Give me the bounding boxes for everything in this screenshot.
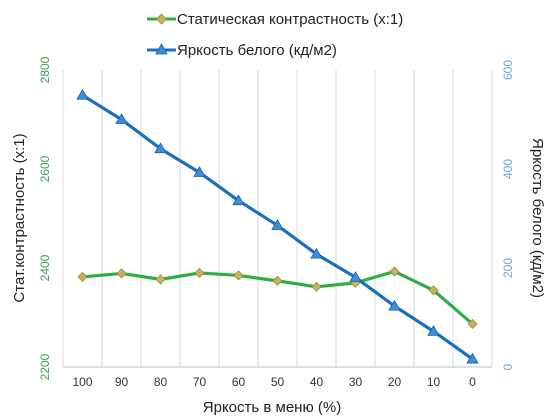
x-tick-label: 60 [232, 375, 246, 389]
data-point [388, 299, 401, 311]
series-layer [76, 88, 479, 364]
data-point [428, 285, 439, 296]
legend-item-contrast: Статическая контрастность (х:1) [147, 11, 403, 28]
left-tick-label: 2200 [38, 353, 52, 380]
data-point [271, 219, 284, 230]
gridlines [62, 70, 493, 367]
data-point [232, 194, 245, 206]
data-point [155, 274, 166, 285]
x-tick-label: 80 [154, 375, 168, 389]
left-tick-label: 2400 [38, 254, 52, 281]
data-point [311, 281, 322, 292]
x-tick-label: 70 [193, 375, 207, 389]
x-axis-title: Яркость в меню (%) [203, 399, 341, 416]
left-tick-label: 2800 [38, 56, 52, 83]
right-tick-label: 400 [501, 159, 515, 179]
right-tick-label: 200 [501, 258, 515, 278]
legend-label-brightness: Яркость белого (кд/м2) [177, 42, 337, 59]
data-point [467, 318, 478, 330]
data-point [233, 270, 244, 281]
right-tick-label: 600 [501, 60, 515, 80]
data-point [194, 267, 205, 279]
data-point [193, 166, 206, 177]
data-point [116, 268, 127, 279]
x-tick-label: 0 [469, 375, 476, 389]
legend-label-contrast: Статическая контрастность (х:1) [177, 11, 403, 28]
right-tick-label: 0 [501, 363, 515, 370]
x-tick-label: 90 [115, 375, 129, 389]
data-point [466, 352, 479, 364]
data-point [349, 271, 362, 282]
x-axis-ticks: 100 90 80 70 60 50 40 30 20 10 0 [72, 375, 476, 389]
legend: Статическая контрастность (х:1) Яркость … [147, 11, 403, 59]
left-axis-title: Стат.контрастность (х:1) [11, 133, 28, 302]
data-point [76, 88, 89, 100]
data-point [77, 271, 88, 282]
left-tick-label: 2600 [38, 155, 52, 182]
data-point [154, 142, 167, 154]
data-point [272, 275, 283, 286]
data-point [389, 266, 400, 277]
x-tick-label: 50 [271, 375, 285, 389]
x-tick-label: 10 [427, 375, 441, 389]
data-point [310, 247, 323, 259]
data-point [115, 113, 128, 124]
x-tick-label: 100 [72, 375, 92, 389]
x-tick-label: 40 [310, 375, 324, 389]
x-tick-label: 30 [349, 375, 363, 389]
legend-item-brightness: Яркость белого (кд/м2) [147, 42, 337, 59]
data-point [427, 325, 440, 336]
right-axis-title: Яркость белого (кд/м2) [529, 138, 546, 298]
right-axis-ticks: 0 200 400 600 [501, 60, 515, 371]
x-tick-label: 20 [388, 375, 402, 389]
left-axis-ticks: 2200 2400 2600 2800 [38, 56, 52, 380]
